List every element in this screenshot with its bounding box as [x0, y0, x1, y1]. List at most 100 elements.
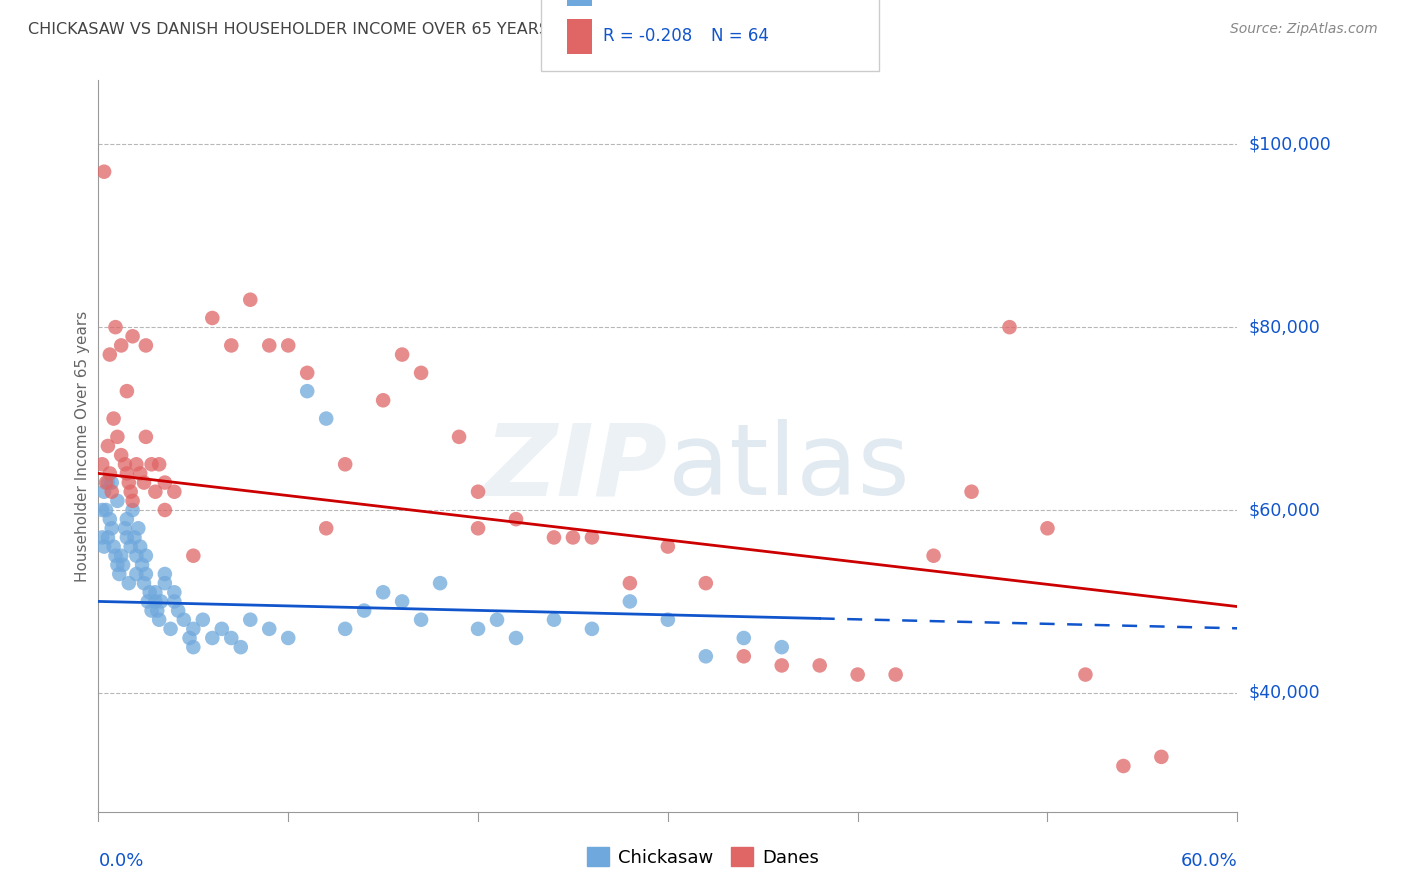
Point	[148, 457, 170, 471]
Text: CHICKASAW VS DANISH HOUSEHOLDER INCOME OVER 65 YEARS CORRELATION CHART: CHICKASAW VS DANISH HOUSEHOLDER INCOME O…	[28, 22, 728, 37]
Point	[183, 549, 205, 563]
Text: $80,000: $80,000	[1249, 318, 1320, 336]
Point	[163, 594, 186, 608]
Point	[103, 540, 125, 554]
Point	[808, 658, 831, 673]
Point	[221, 338, 243, 352]
Point	[141, 457, 163, 471]
Point	[239, 293, 262, 307]
Point	[138, 585, 160, 599]
Point	[118, 475, 141, 490]
Point	[97, 439, 120, 453]
Point	[467, 484, 489, 499]
Point	[733, 649, 755, 664]
Point	[121, 329, 143, 343]
Point	[135, 549, 157, 563]
Point	[353, 603, 375, 617]
Point	[129, 467, 152, 481]
Point	[733, 631, 755, 645]
Text: R = -0.208: R = -0.208	[603, 28, 692, 45]
Point	[108, 567, 131, 582]
Point	[159, 622, 181, 636]
Point	[998, 320, 1021, 334]
Point	[112, 558, 135, 572]
Point	[145, 585, 167, 599]
Point	[104, 320, 127, 334]
Point	[183, 622, 205, 636]
Point	[98, 512, 121, 526]
Y-axis label: Householder Income Over 65 years: Householder Income Over 65 years	[75, 310, 90, 582]
Point	[884, 667, 907, 681]
Point	[129, 540, 152, 554]
Point	[135, 567, 157, 582]
Point	[411, 366, 433, 380]
Point	[229, 640, 252, 655]
Point	[98, 347, 121, 362]
Point	[91, 530, 114, 544]
Point	[179, 631, 201, 645]
Point	[153, 576, 176, 591]
Point	[619, 576, 641, 591]
Point	[120, 484, 142, 499]
Point	[104, 549, 127, 563]
Point	[467, 521, 489, 535]
Point	[191, 613, 214, 627]
Point	[770, 658, 793, 673]
Point	[107, 494, 129, 508]
Point	[505, 512, 527, 526]
Point	[98, 467, 121, 481]
Point	[201, 631, 224, 645]
Point	[297, 384, 319, 398]
Point	[110, 549, 132, 563]
Point	[183, 640, 205, 655]
Point	[429, 576, 451, 591]
Point	[125, 567, 148, 582]
Point	[960, 484, 983, 499]
Point	[93, 540, 115, 554]
Point	[107, 558, 129, 572]
Point	[581, 622, 603, 636]
Point	[121, 503, 143, 517]
Point	[770, 640, 793, 655]
Point	[93, 484, 115, 499]
Point	[315, 411, 337, 425]
Point	[125, 549, 148, 563]
Point	[277, 338, 299, 352]
Point	[132, 475, 155, 490]
Point	[100, 521, 122, 535]
Point	[846, 667, 869, 681]
Point	[391, 594, 413, 608]
Point	[115, 512, 138, 526]
Point	[118, 576, 141, 591]
Point	[131, 558, 153, 572]
Point	[93, 164, 115, 178]
Point	[100, 475, 122, 490]
Text: ZIP: ZIP	[485, 419, 668, 516]
Text: $40,000: $40,000	[1249, 684, 1320, 702]
Point	[150, 594, 173, 608]
Legend: Chickasaw, Danes: Chickasaw, Danes	[581, 840, 825, 874]
Point	[1074, 667, 1097, 681]
Point	[141, 603, 163, 617]
Point	[1036, 521, 1059, 535]
Point	[695, 649, 717, 664]
Text: $60,000: $60,000	[1249, 501, 1320, 519]
Point	[449, 430, 471, 444]
Text: 0.0%: 0.0%	[98, 852, 143, 870]
Point	[167, 603, 190, 617]
Point	[125, 457, 148, 471]
Point	[97, 530, 120, 544]
Text: 60.0%: 60.0%	[1181, 852, 1237, 870]
Point	[145, 594, 167, 608]
Point	[145, 484, 167, 499]
Point	[135, 430, 157, 444]
Point	[371, 393, 394, 408]
Point	[115, 384, 138, 398]
Text: Source: ZipAtlas.com: Source: ZipAtlas.com	[1230, 22, 1378, 37]
Point	[91, 503, 114, 517]
Point	[115, 530, 138, 544]
Point	[132, 576, 155, 591]
Point	[110, 448, 132, 462]
Point	[153, 567, 176, 582]
Point	[114, 457, 136, 471]
